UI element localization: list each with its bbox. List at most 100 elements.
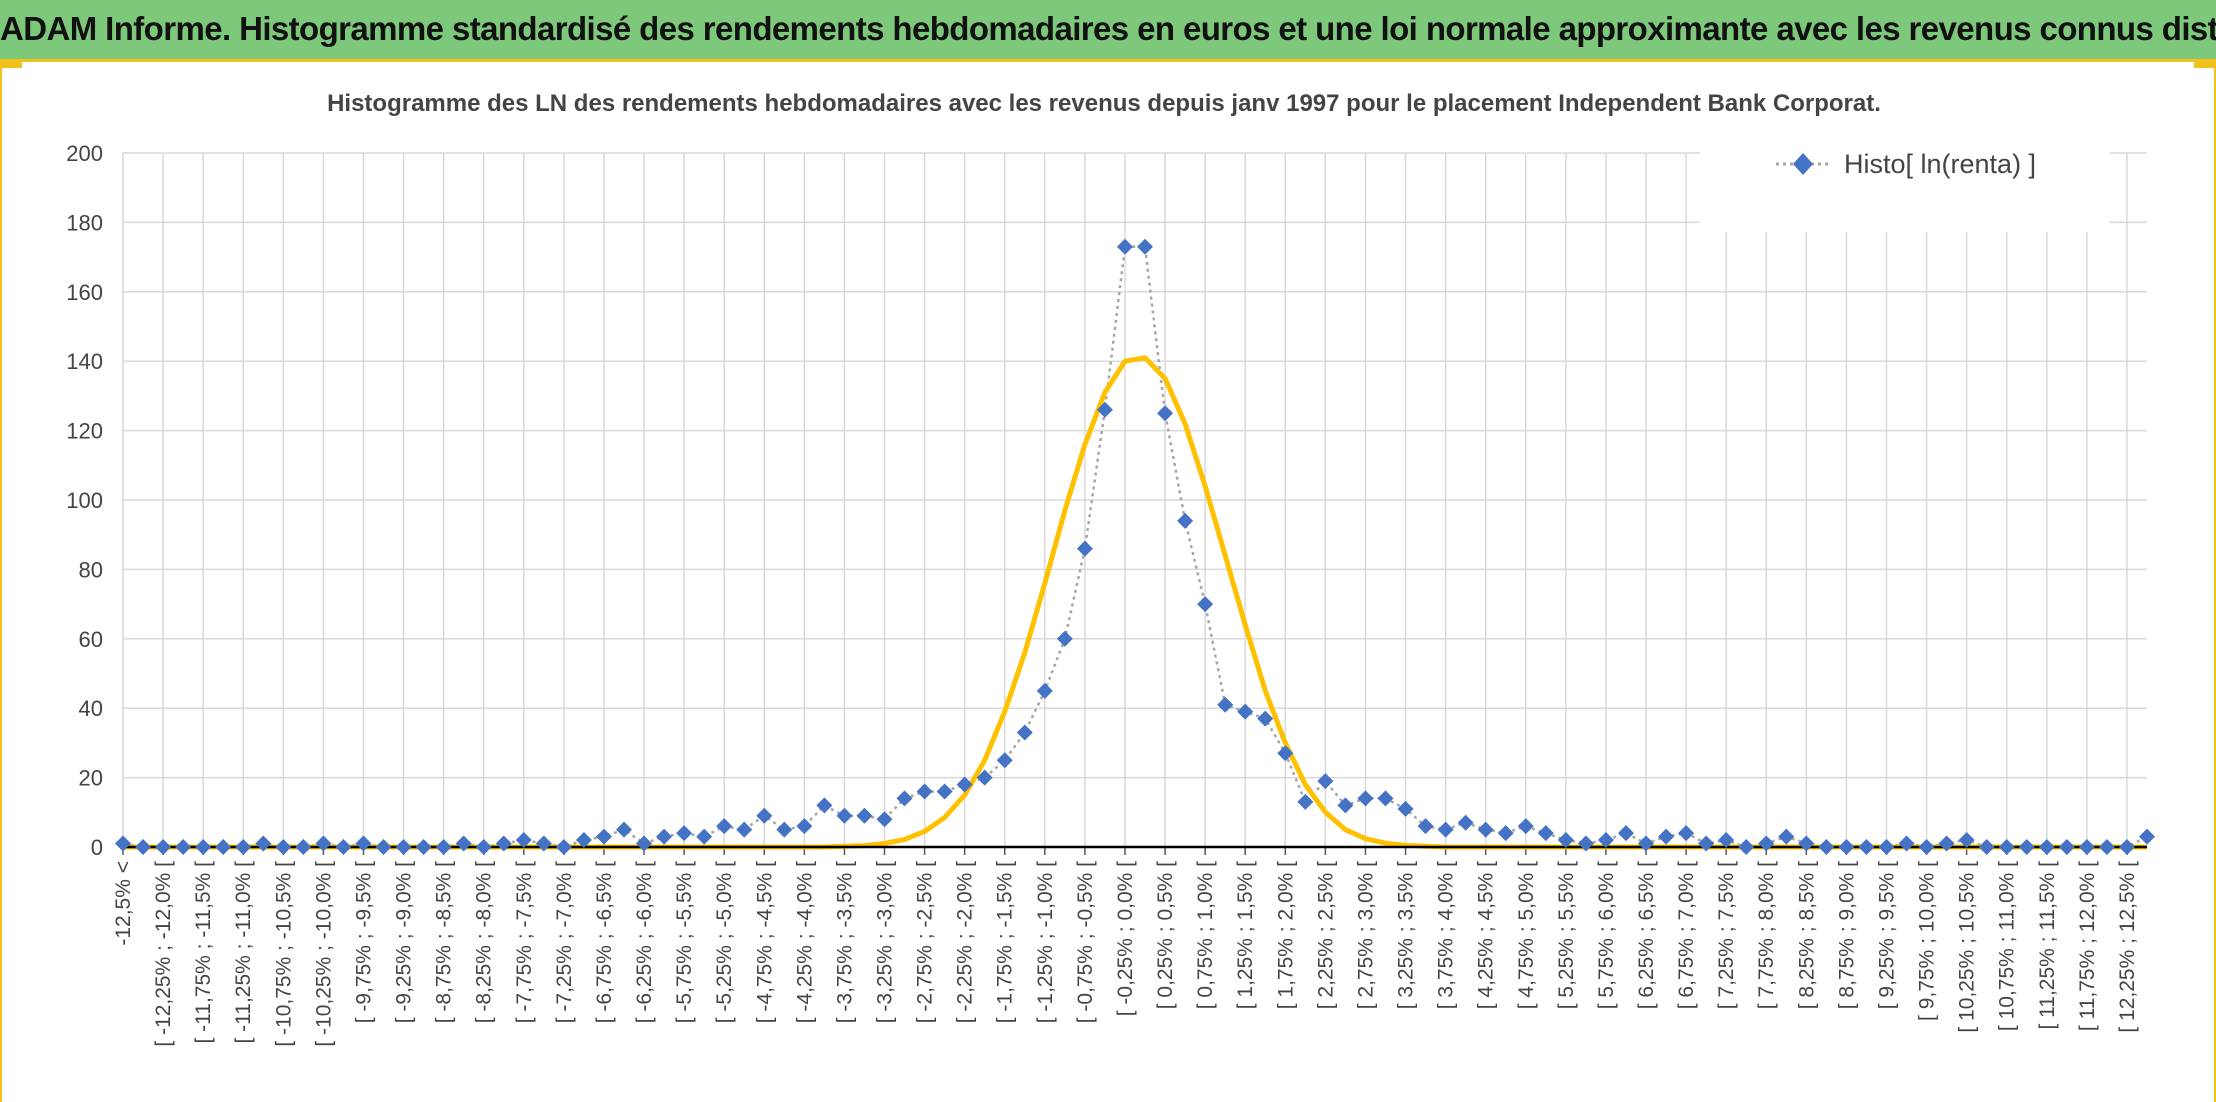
- legend-marker-diamond-icon: [1793, 153, 1813, 175]
- y-tick-label: 0: [91, 835, 103, 860]
- histogram-point: [916, 783, 933, 800]
- x-tick-label: [ -5,75% ; -5,5% [: [673, 861, 696, 1023]
- histogram-point: [1297, 793, 1314, 810]
- y-axis-ticks: 0 20 40 60 80 100 120 140 160 180 200: [66, 141, 103, 860]
- histogram-point: [2098, 839, 2115, 855]
- histogram-chart: Histogramme des LN des rendements hebdom…: [66, 90, 2155, 1047]
- histogram-point: [1998, 839, 2015, 855]
- histogram-point: [315, 835, 332, 852]
- histogram-point: [535, 835, 552, 852]
- histogram-point: [215, 839, 232, 855]
- histogram-point: [1638, 835, 1655, 852]
- histogram-point: [1617, 825, 1634, 842]
- x-tick-label: [ 4,75% ; 5,0% [: [1515, 861, 1538, 1009]
- histogram-point: [1417, 818, 1434, 835]
- y-tick-label: 100: [66, 488, 103, 513]
- x-tick-label: [ -6,75% ; -6,5% [: [593, 861, 616, 1023]
- histogram-point: [1317, 773, 1334, 790]
- x-tick-label: [ -12,25% ; -12,0% [: [152, 861, 175, 1047]
- x-tick-label: [ 7,25% ; 7,5% [: [1715, 861, 1738, 1009]
- x-tick-label: [ 6,25% ; 6,5% [: [1635, 861, 1658, 1009]
- histogram-point: [1437, 821, 1454, 838]
- histogram-point: [676, 825, 693, 842]
- histogram-point: [1096, 401, 1113, 418]
- histogram-point: [1056, 630, 1073, 647]
- histogram-point: [996, 752, 1013, 769]
- histogram-point: [1116, 238, 1133, 255]
- x-tick-label: [ -4,75% ; -4,5% [: [753, 861, 776, 1023]
- x-tick-label: [ 10,75% ; 11,0% [: [1996, 861, 2019, 1031]
- chart-gridlines: [122, 152, 2147, 847]
- histogram-point: [555, 839, 572, 855]
- histogram-point: [1016, 724, 1033, 741]
- histogram-point: [475, 839, 492, 855]
- histogram-point: [736, 821, 753, 838]
- histogram-point: [896, 790, 913, 807]
- x-tick-label: [ -11,25% ; -11,0% [: [232, 861, 255, 1044]
- x-tick-label: [ 8,75% ; 9,0% [: [1835, 861, 1858, 1009]
- histogram-point: [716, 818, 733, 835]
- x-tick-label: [ -7,25% ; -7,0% [: [553, 861, 576, 1023]
- histogram-point: [1738, 839, 1755, 855]
- x-tick-label: [ 10,25% ; 10,5% [: [1956, 861, 1979, 1033]
- histogram-point: [1457, 814, 1474, 831]
- histogram-point: [575, 832, 592, 849]
- histogram-point: [696, 828, 713, 845]
- x-tick-label: [ 5,75% ; 6,0% [: [1595, 861, 1618, 1009]
- histogram-point: [1157, 405, 1174, 422]
- chart-title: Histogramme des LN des rendements hebdom…: [327, 90, 1881, 117]
- x-tick-label: [ 0,75% ; 1,0% [: [1194, 861, 1217, 1009]
- histogram-point: [1938, 835, 1955, 852]
- histogram-point: [615, 821, 632, 838]
- histogram-point: [515, 832, 532, 849]
- histogram-series-line: [122, 245, 2148, 849]
- histogram-point: [275, 839, 292, 855]
- x-tick-label: [ 1,75% ; 2,0% [: [1274, 861, 1297, 1009]
- histogram-point: [1257, 710, 1274, 727]
- histogram-point: [1357, 790, 1374, 807]
- histogram-point: [776, 821, 793, 838]
- histogram-point: [756, 807, 773, 824]
- histogram-point: [415, 839, 432, 855]
- histogram-point: [1778, 828, 1795, 845]
- x-tick-label: [ -4,25% ; -4,0% [: [793, 861, 816, 1023]
- histogram-point: [936, 783, 953, 800]
- histogram-point: [2118, 839, 2135, 855]
- histogram-point: [295, 839, 312, 855]
- x-tick-label: [ -2,75% ; -2,5% [: [914, 861, 937, 1023]
- histogram-point: [1237, 703, 1254, 720]
- histogram-point: [856, 807, 873, 824]
- histogram-point: [355, 835, 372, 852]
- x-tick-label: [ -3,25% ; -3,0% [: [874, 861, 897, 1023]
- y-tick-label: 140: [66, 349, 103, 374]
- histogram-point: [135, 839, 152, 855]
- histogram-point: [1477, 821, 1494, 838]
- histogram-point: [1858, 839, 1875, 855]
- x-tick-label: [ -7,75% ; -7,5% [: [513, 861, 536, 1023]
- histogram-point: [2078, 839, 2095, 855]
- histogram-point: [1177, 512, 1194, 529]
- histogram-point: [2038, 839, 2055, 855]
- legend-background: [1700, 124, 2110, 232]
- histogram-point: [235, 839, 252, 855]
- x-tick-label: [ 2,25% ; 2,5% [: [1314, 861, 1337, 1009]
- x-tick-label: [ 12,25% ; 12,5% [: [2116, 861, 2139, 1033]
- chart-legend: Histo[ ln(renta) ]: [1700, 124, 2110, 232]
- report-title: ADAM Informe. Histogramme standardisé de…: [0, 10, 2216, 47]
- x-tick-label: [ 0,25% ; 0,5% [: [1154, 861, 1177, 1009]
- histogram-point: [1658, 828, 1675, 845]
- histogram-point: [1397, 800, 1414, 817]
- x-tick-label: [ -9,25% ; -9,0% [: [393, 861, 416, 1023]
- histogram-point: [1557, 832, 1574, 849]
- x-tick-label: [ 11,25% ; 11,5% [: [2036, 861, 2059, 1030]
- x-tick-label: [ 9,75% ; 10,0% [: [1916, 861, 1939, 1021]
- histogram-point: [1818, 839, 1835, 855]
- histogram-point: [956, 776, 973, 793]
- x-tick-label: [ -1,25% ; -1,0% [: [1034, 861, 1057, 1023]
- x-tick-label: [ 11,75% ; 12,0% [: [2076, 861, 2099, 1031]
- y-tick-label: 180: [66, 210, 103, 235]
- corner-accent-right: [2194, 60, 2216, 68]
- legend-label: Histo[ ln(renta) ]: [1844, 149, 2036, 179]
- histogram-point: [1577, 835, 1594, 852]
- histogram-point: [1076, 540, 1093, 557]
